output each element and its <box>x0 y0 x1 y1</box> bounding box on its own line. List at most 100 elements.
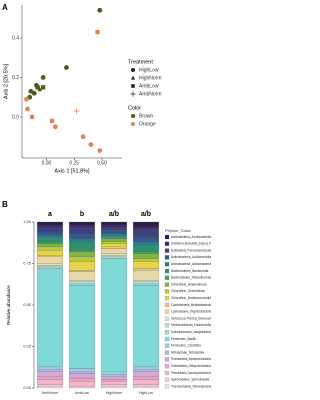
legend-label: Firmicutes_Clostridia <box>171 344 201 348</box>
y-axis-title: Relative abundance <box>6 285 11 325</box>
legend-symbol <box>131 84 135 88</box>
bar-segment <box>101 386 127 389</box>
bar-segment <box>69 271 95 281</box>
legend-title: Phylum_Class <box>165 228 191 233</box>
legend-symbol <box>131 75 135 80</box>
bar-segment <box>37 250 63 256</box>
bar-segment <box>37 265 63 267</box>
legend-label: Firmicutes_Bacilli <box>171 337 196 341</box>
legend-label: Spirochaetes_Spirochaetia <box>171 378 209 382</box>
point <box>49 118 55 124</box>
bar-segment <box>101 238 127 242</box>
significance-label: b <box>80 211 84 218</box>
bar-segment <box>37 376 63 380</box>
y-tick-label: 1.00 <box>23 219 32 224</box>
legend-label: Acidobacteria_Acidobacteriia <box>171 235 211 239</box>
bar-segment <box>69 250 95 252</box>
bar-segment <box>133 366 159 370</box>
bar-segment <box>69 270 95 272</box>
legend-swatch <box>164 282 170 287</box>
legend-symbol <box>130 91 136 97</box>
point <box>40 75 46 80</box>
bar-segment <box>101 235 127 238</box>
point <box>31 90 37 96</box>
legend-label: Entotheonellaeota_Entotheonellia <box>171 323 211 327</box>
significance-label: a/b <box>141 211 151 218</box>
y-axis-title: Axis 2 [20.5%] <box>3 63 9 99</box>
y-tick-label: 0.2 <box>12 75 19 81</box>
legend-swatch <box>164 343 170 348</box>
bar-segment <box>37 225 63 228</box>
y-tick-label: 0.00 <box>23 385 32 390</box>
bar-segment <box>37 246 63 251</box>
bar-segment <box>101 376 127 380</box>
x-tick-label: 0.00 <box>42 160 52 166</box>
bar-segment <box>133 369 159 372</box>
point <box>40 85 46 90</box>
legend-label: Acidobacteria_Thermoanaerobaculia <box>171 248 211 252</box>
legend-label: Cyanobacteria_Melainabacteria <box>171 303 211 307</box>
y-tick-label: 0.25 <box>23 344 32 349</box>
bar-segment <box>133 384 159 387</box>
bar-segment <box>101 248 127 254</box>
bar-segment <box>37 243 63 247</box>
figure: A B 0.0 0.2 0.4 0.00 0.25 0.50 Axis 1 [51.8%] A… <box>2 3 211 395</box>
legend-label: Proteobacteria_Alphaproteobacteria <box>171 357 211 361</box>
bar-segment <box>133 251 159 254</box>
legend-label: Deinococcus-Thermus_Deinococci <box>171 316 211 320</box>
bar-segment <box>69 285 95 369</box>
bar-segment <box>133 245 159 252</box>
bar-segment <box>101 371 127 375</box>
legend-swatch <box>164 268 170 274</box>
bar-segment <box>101 381 127 385</box>
bar-segment <box>37 221 63 226</box>
bar-segment <box>69 281 95 284</box>
bar-segment <box>69 261 95 271</box>
bar-segment <box>101 258 127 372</box>
bar-segment <box>69 377 95 382</box>
legend-swatch <box>164 323 170 328</box>
bar-segment <box>37 386 63 389</box>
bar-segment <box>101 374 127 377</box>
point <box>73 107 80 115</box>
x-tick-label: HighNorm <box>106 391 122 395</box>
bar-segment <box>133 221 159 228</box>
legend-label: AmbNorm <box>139 91 162 97</box>
x-tick-label: HighLow <box>139 391 153 395</box>
legend-label: Actinobacteria_Actinobacteria <box>171 262 211 266</box>
legend-swatch <box>164 364 170 369</box>
significance-label: a <box>48 211 52 218</box>
bar-segment <box>101 255 127 257</box>
bar-segment <box>69 368 95 372</box>
bar-segment <box>69 241 95 251</box>
bar-segment <box>37 231 63 236</box>
point <box>95 29 100 35</box>
legend-swatch <box>164 350 170 355</box>
legend-swatch <box>164 234 170 240</box>
bar-segment <box>133 226 159 229</box>
bar-segment <box>37 371 63 377</box>
significance-label: a/b <box>109 211 119 218</box>
bar-segment <box>37 226 63 233</box>
legend-swatch <box>164 241 170 246</box>
bar-segment <box>69 280 95 282</box>
y-tick-label: 0.75 <box>23 261 32 266</box>
bar-segment <box>133 281 159 284</box>
legend-label: Proteobacteria_Gammaproteobacteria <box>171 371 211 375</box>
legend-label: Bacteroidetes_Rhodothermia <box>171 276 211 280</box>
legend-swatch <box>164 316 170 321</box>
legend-swatch <box>164 255 170 260</box>
bar-segment <box>101 246 127 249</box>
legend-swatch <box>164 262 170 267</box>
legend-label: HighLow <box>139 67 159 73</box>
point <box>35 85 40 90</box>
point <box>37 86 43 92</box>
point <box>52 124 58 130</box>
legend-label: Orange <box>139 121 156 127</box>
bar-segment <box>69 386 95 389</box>
bar-segment <box>37 369 63 372</box>
panel-label: B <box>2 200 8 209</box>
bar-segment <box>133 236 159 242</box>
y-tick-label: 0.4 <box>12 35 19 41</box>
bar-segment <box>37 379 63 385</box>
